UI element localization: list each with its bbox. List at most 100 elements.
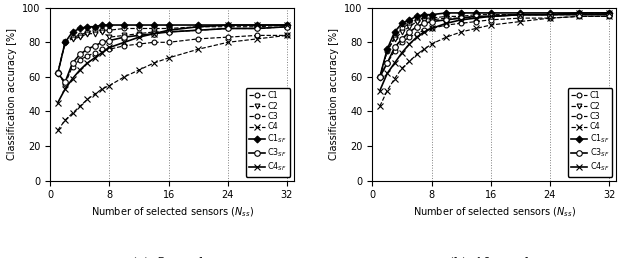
C4$_{SF}$: [62, 87, 69, 91]
C2: [376, 75, 384, 78]
C1: [165, 27, 172, 30]
C1: [384, 50, 391, 53]
C3: [420, 29, 428, 32]
Line: C1$_{SF}$: C1$_{SF}$: [55, 23, 289, 76]
C3$_{SF}$: [546, 13, 554, 16]
Y-axis label: Classification accuracy [%]: Classification accuracy [%]: [329, 28, 339, 160]
C4: [406, 60, 413, 63]
C4$_{SF}$: [420, 30, 428, 34]
Line: C3: C3: [377, 14, 611, 79]
C2: [54, 72, 62, 75]
C3: [605, 15, 613, 18]
C1: [121, 27, 128, 30]
C4$_{SF}$: [121, 41, 128, 44]
X-axis label: Number of selected sensors ($N_{ss}$): Number of selected sensors ($N_{ss}$): [91, 206, 253, 220]
C3: [165, 41, 172, 44]
C3$_{SF}$: [121, 36, 128, 39]
C3: [98, 48, 106, 51]
C4: [150, 61, 158, 64]
C1: [135, 27, 143, 30]
Line: C2: C2: [55, 24, 289, 76]
Line: C2: C2: [377, 12, 611, 79]
C3: [413, 32, 421, 35]
C2: [69, 37, 76, 41]
C4$_{SF}$: [135, 36, 143, 39]
C2: [605, 13, 613, 16]
C3: [443, 23, 450, 27]
C3: [106, 48, 113, 51]
Line: C1: C1: [377, 11, 611, 79]
C3$_{SF}$: [91, 44, 99, 47]
C1$_{SF}$: [516, 11, 524, 14]
C4$_{SF}$: [106, 46, 113, 49]
C4: [283, 34, 291, 37]
C1: [516, 13, 524, 16]
C4$_{SF}$: [194, 25, 202, 28]
C3$_{SF}$: [420, 22, 428, 25]
C3: [516, 17, 524, 20]
C3$_{SF}$: [406, 30, 413, 34]
C2: [253, 27, 261, 30]
C1$_{SF}$: [546, 11, 554, 14]
C2: [165, 30, 172, 34]
C1: [84, 30, 91, 34]
C4: [54, 129, 62, 132]
C3$_{SF}$: [69, 61, 76, 64]
C3: [376, 75, 384, 78]
C2: [472, 15, 480, 18]
C1$_{SF}$: [420, 13, 428, 16]
C1$_{SF}$: [413, 15, 421, 18]
C1$_{SF}$: [76, 27, 84, 30]
C3$_{SF}$: [283, 25, 291, 28]
Line: C1$_{SF}$: C1$_{SF}$: [377, 11, 611, 79]
C3: [487, 18, 494, 21]
Line: C4: C4: [377, 14, 612, 109]
C4$_{SF}$: [84, 61, 91, 64]
C1: [194, 25, 202, 28]
C4: [457, 30, 465, 34]
C3$_{SF}$: [413, 25, 421, 28]
C4$_{SF}$: [487, 15, 494, 18]
C1: [605, 11, 613, 14]
C4: [413, 53, 421, 56]
C3$_{SF}$: [150, 32, 158, 35]
C3$_{SF}$: [605, 13, 613, 16]
C2: [420, 18, 428, 21]
C1$_{SF}$: [54, 72, 62, 75]
C2: [98, 30, 106, 34]
C1: [54, 72, 62, 75]
C1$_{SF}$: [194, 23, 202, 27]
C4: [62, 118, 69, 122]
C3: [150, 41, 158, 44]
C4: [428, 43, 435, 46]
C4$_{SF}$: [472, 17, 480, 20]
C4$_{SF}$: [76, 68, 84, 71]
C3: [428, 27, 435, 30]
Line: C3$_{SF}$: C3$_{SF}$: [55, 24, 290, 85]
C1$_{SF}$: [106, 23, 113, 27]
C3$_{SF}$: [135, 34, 143, 37]
C3$_{SF}$: [54, 72, 62, 75]
C1$_{SF}$: [135, 23, 143, 27]
C4$_{SF}$: [443, 22, 450, 25]
C2: [398, 30, 406, 34]
C1$_{SF}$: [121, 23, 128, 27]
C3$_{SF}$: [224, 27, 231, 30]
C4: [69, 112, 76, 115]
C4$_{SF}$: [576, 11, 583, 14]
C3$_{SF}$: [516, 13, 524, 16]
C1$_{SF}$: [165, 23, 172, 27]
C3$_{SF}$: [443, 18, 450, 21]
C1: [224, 25, 231, 28]
C1: [150, 27, 158, 30]
C1: [398, 27, 406, 30]
C3$_{SF}$: [376, 75, 384, 78]
C1$_{SF}$: [62, 41, 69, 44]
Legend: C1, C2, C3, C4, C1$_{SF}$, C3$_{SF}$, C4$_{SF}$: C1, C2, C3, C4, C1$_{SF}$, C3$_{SF}$, C4…: [568, 88, 613, 176]
C1: [253, 25, 261, 28]
Line: C3$_{SF}$: C3$_{SF}$: [377, 12, 612, 80]
C4: [546, 17, 554, 20]
C4: [384, 89, 391, 92]
C1: [106, 29, 113, 32]
C1$_{SF}$: [406, 18, 413, 21]
